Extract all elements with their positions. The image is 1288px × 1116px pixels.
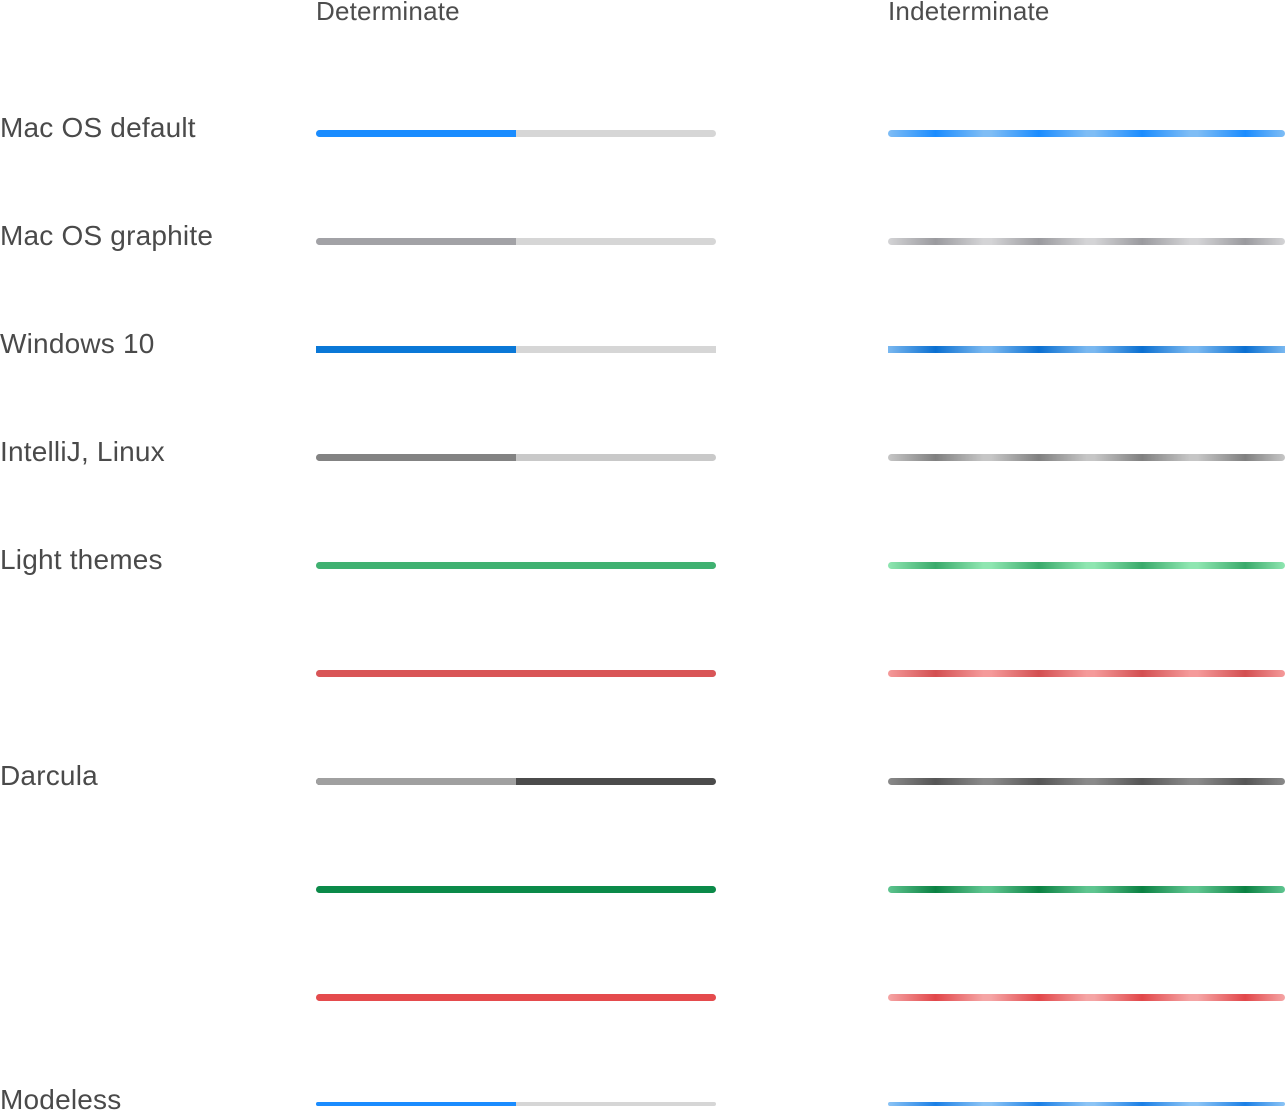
- progress-bar-determinate-windows-10: [316, 346, 716, 353]
- progress-bar-indeterminate-mac-os-default: [888, 130, 1285, 137]
- progress-bar-indeterminate-light-success: [888, 562, 1285, 569]
- progress-bar-determinate-darcula-success: [316, 886, 716, 893]
- progress-fill: [316, 994, 716, 1001]
- progress-bar-indeterminate-mac-os-graphite: [888, 238, 1285, 245]
- progress-fill: [316, 346, 516, 353]
- progress-bar-indeterminate-darcula-success: [888, 886, 1285, 893]
- progress-bar-indeterminate-modeless: [888, 1102, 1285, 1106]
- row-label-intellij-linux: IntelliJ, Linux: [0, 436, 165, 467]
- header-indeterminate: Indeterminate: [888, 0, 1050, 26]
- progress-bar-determinate-light-error: [316, 670, 716, 677]
- row-label-light-themes: Light themes: [0, 544, 163, 575]
- row-label-mac-os-default: Mac OS default: [0, 112, 196, 143]
- row-label-darcula: Darcula: [0, 760, 98, 791]
- progress-bar-determinate-light-success: [316, 562, 716, 569]
- progress-bar-indeterminate-windows-10: [888, 346, 1285, 353]
- header-determinate: Determinate: [316, 0, 460, 26]
- row-label-windows-10: Windows 10: [0, 328, 155, 359]
- progress-bar-indeterminate-darcula-error: [888, 994, 1285, 1001]
- row-label-mac-os-graphite: Mac OS graphite: [0, 220, 214, 251]
- progress-fill: [316, 238, 516, 245]
- progress-bar-determinate-mac-os-default: [316, 130, 716, 137]
- progress-bar-determinate-modeless: [316, 1102, 716, 1106]
- progress-fill: [316, 130, 516, 137]
- progress-bar-determinate-darcula: [316, 778, 716, 785]
- progress-fill: [316, 1102, 516, 1106]
- progress-bar-indeterminate-light-error: [888, 670, 1285, 677]
- progress-bar-indeterminate-intellij-linux: [888, 454, 1285, 461]
- progress-fill: [316, 670, 716, 677]
- progress-bar-indeterminate-darcula: [888, 778, 1285, 785]
- progress-fill: [316, 886, 716, 893]
- progress-bar-determinate-mac-os-graphite: [316, 238, 716, 245]
- row-label-modeless: Modeless: [0, 1084, 122, 1115]
- progress-fill: [316, 778, 516, 785]
- progress-fill: [316, 562, 716, 569]
- progress-bar-determinate-intellij-linux: [316, 454, 716, 461]
- progress-fill: [316, 454, 516, 461]
- progress-bar-determinate-darcula-error: [316, 994, 716, 1001]
